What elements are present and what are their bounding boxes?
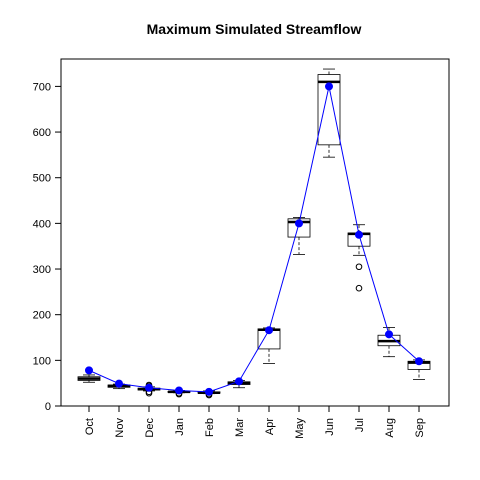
- mean-point-sep: [415, 357, 423, 366]
- y-tick-label: 500: [33, 173, 51, 185]
- x-tick-label: Oct: [84, 418, 96, 435]
- x-tick-label: May: [294, 418, 306, 439]
- outlier-point: [355, 284, 363, 292]
- x-tick-label: Sep: [414, 418, 426, 438]
- mean-point-jan: [175, 386, 183, 395]
- mean-point-may: [295, 219, 303, 228]
- box-iqr: [317, 74, 341, 146]
- mean-point-apr: [265, 326, 273, 335]
- x-tick-label: Nov: [114, 418, 126, 438]
- mean-point-jun: [325, 82, 333, 91]
- y-tick-label: 600: [33, 127, 51, 139]
- y-tick-label: 400: [33, 218, 51, 230]
- box-jun: [317, 68, 341, 158]
- x-tick-label: Apr: [264, 418, 276, 435]
- y-tick-label: 700: [33, 81, 51, 93]
- y-tick-label: 200: [33, 310, 51, 322]
- x-tick-label: Mar: [234, 418, 246, 437]
- outlier-point: [355, 263, 363, 271]
- x-tick-label: Dec: [144, 418, 156, 438]
- mean-point-aug: [385, 330, 393, 339]
- mean-series-line: [88, 86, 420, 393]
- x-tick-label: Jul: [354, 418, 366, 432]
- mean-point-nov: [115, 379, 123, 388]
- mean-point-oct: [85, 366, 93, 375]
- y-tick-label: 300: [33, 264, 51, 276]
- plot-frame: [60, 58, 450, 407]
- x-tick-label: Jun: [324, 418, 336, 436]
- chart-title: Maximum Simulated Streamflow: [147, 21, 362, 37]
- mean-point-jul: [355, 230, 363, 239]
- x-tick-label: Aug: [384, 418, 396, 438]
- mean-point-feb: [205, 387, 213, 396]
- x-tick-label: Jan: [174, 418, 186, 436]
- box-iqr: [287, 218, 311, 238]
- y-tick-label: 0: [45, 401, 51, 413]
- box-jul: [347, 224, 371, 292]
- x-tick-label: Feb: [204, 418, 216, 437]
- box-oct: [77, 374, 101, 383]
- mean-point-dec: [145, 383, 153, 392]
- y-tick-label: 100: [33, 355, 51, 367]
- mean-point-mar: [235, 377, 243, 386]
